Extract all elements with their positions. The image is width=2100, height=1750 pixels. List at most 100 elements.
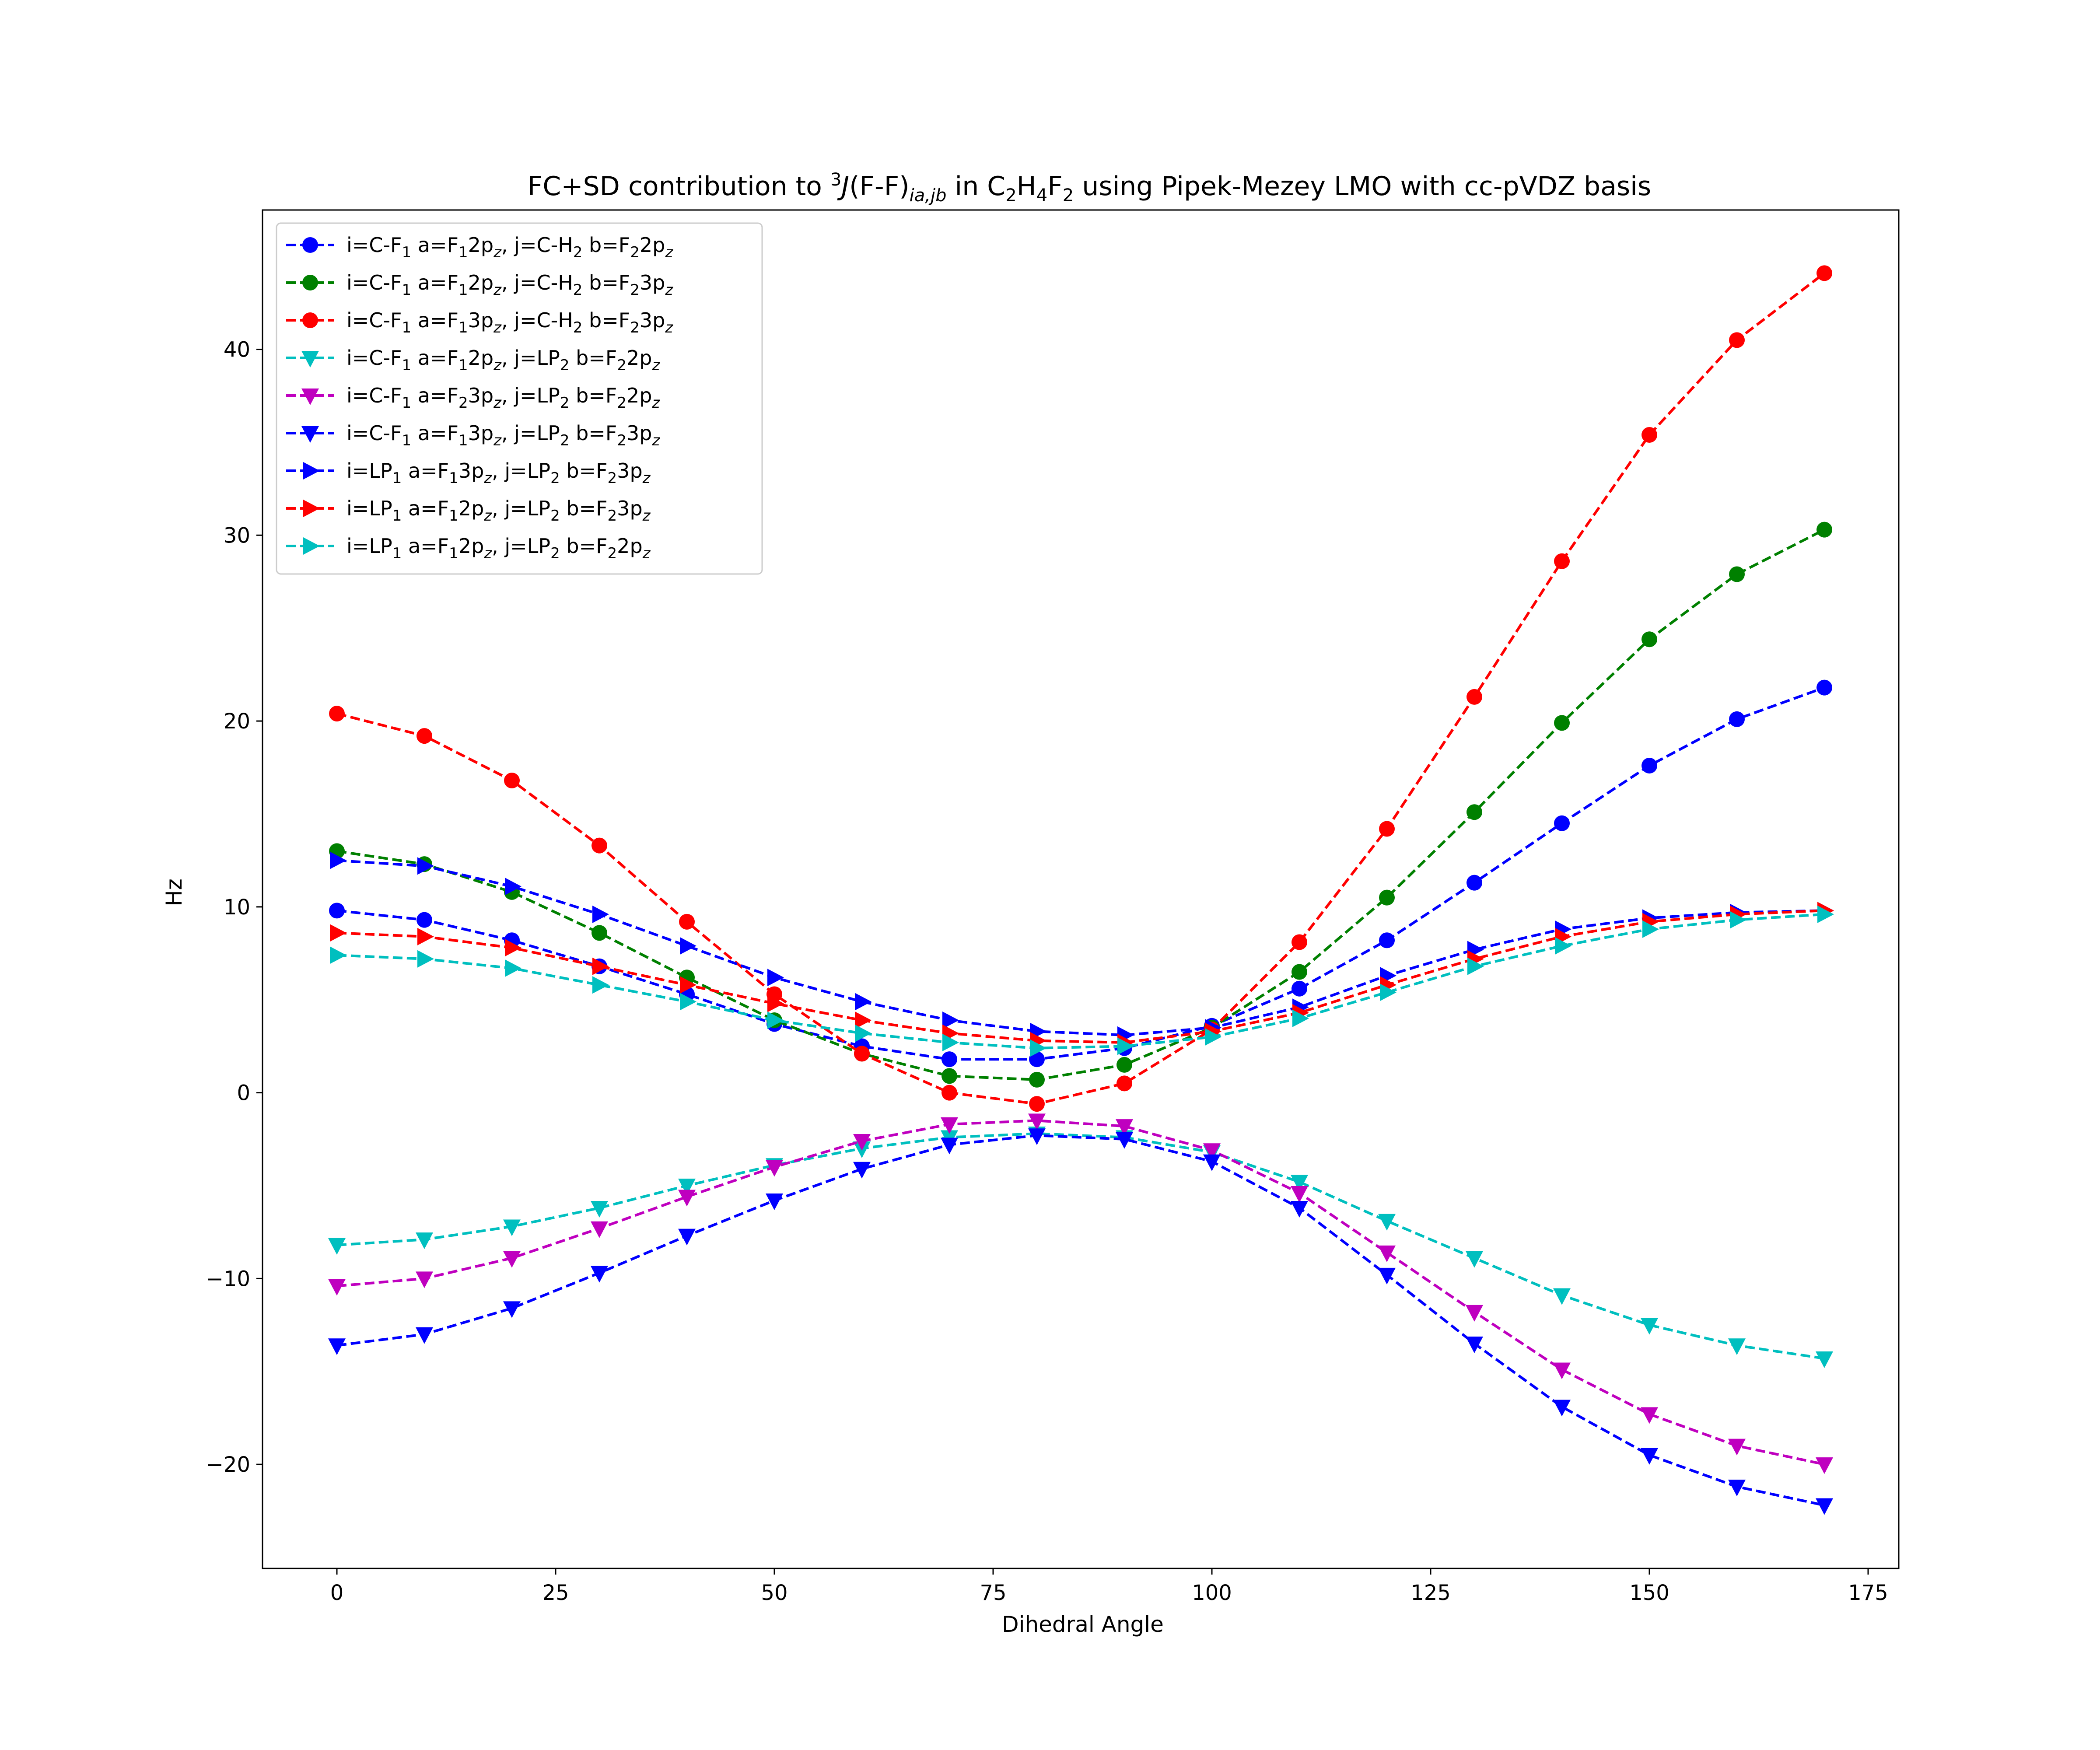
- x-tick-label: 25: [542, 1581, 569, 1605]
- title-pre: FC+SD contribution to: [528, 171, 830, 202]
- series-line: [336, 1132, 1825, 1360]
- data-point: [1641, 1318, 1658, 1335]
- data-point: [1028, 1128, 1046, 1145]
- legend-label: i=C-F1 a=F12pz, j=LP2 b=F22pz: [346, 346, 660, 374]
- data-point: [417, 857, 434, 875]
- data-point: [416, 1271, 433, 1288]
- data-point: [1816, 265, 1832, 281]
- legend-marker: [302, 275, 318, 290]
- legend-marker: [303, 537, 320, 555]
- series-line: [336, 686, 1825, 1061]
- y-tick-label: 40: [224, 338, 250, 362]
- legend-marker: [301, 426, 319, 443]
- legend-label: i=C-F1 a=F23pz, j=LP2 b=F22pz: [346, 384, 660, 412]
- data-point: [504, 773, 520, 789]
- x-tick-label: 0: [330, 1581, 344, 1605]
- data-point: [1116, 1075, 1132, 1092]
- data-point: [1378, 1267, 1396, 1284]
- data-point: [678, 1228, 696, 1246]
- data-point: [1028, 1113, 1046, 1130]
- data-point: [1642, 427, 1657, 443]
- data-point: [416, 728, 432, 744]
- data-point: [1205, 1028, 1222, 1046]
- data-point: [680, 993, 696, 1011]
- data-point: [1554, 715, 1570, 731]
- data-point: [416, 912, 432, 928]
- data-point: [678, 1178, 696, 1195]
- data-point: [1729, 332, 1745, 348]
- legend-box: [276, 222, 763, 575]
- data-point: [1817, 905, 1834, 923]
- legend-label: i=C-F1 a=F13pz, j=C-H2 b=F23pz: [346, 308, 673, 336]
- legend-entry: i=C-F1 a=F12pz, j=LP2 b=F22pz: [286, 346, 660, 374]
- data-point: [330, 946, 346, 964]
- x-tick-label: 75: [980, 1581, 1006, 1605]
- legend-entry: i=C-F1 a=F12pz, j=C-H2 b=F23pz: [286, 271, 673, 299]
- legend-marker: [303, 462, 320, 480]
- data-point: [680, 976, 696, 994]
- data-point: [942, 1033, 959, 1051]
- data-point: [1466, 1251, 1483, 1268]
- data-point: [941, 1117, 958, 1134]
- data-point: [329, 903, 345, 919]
- data-point: [1380, 984, 1396, 1001]
- legend-marker: [302, 237, 318, 253]
- data-point: [1555, 937, 1572, 955]
- legend-label: i=C-F1 a=F13pz, j=LP2 b=F23pz: [346, 421, 660, 449]
- title-f: F: [1047, 171, 1063, 202]
- data-point: [1554, 815, 1570, 831]
- data-point: [1030, 1039, 1046, 1057]
- data-point: [1730, 911, 1746, 929]
- data-point: [853, 1134, 871, 1151]
- data-point: [417, 928, 434, 945]
- y-axis-label: Hz: [161, 878, 187, 906]
- data-point: [1553, 1288, 1571, 1305]
- data-point: [1117, 1037, 1134, 1055]
- title-rest: using Pipek-Mezey LMO with cc-pVDZ basis: [1074, 171, 1651, 202]
- data-point: [1641, 1448, 1658, 1465]
- data-point: [1292, 934, 1307, 950]
- data-point: [329, 706, 345, 722]
- legend-entry: i=C-F1 a=F23pz, j=LP2 b=F22pz: [286, 384, 660, 412]
- y-tick-label: 20: [224, 709, 250, 734]
- legend-entry: i=C-F1 a=F12pz, j=C-H2 b=F22pz: [286, 233, 673, 261]
- data-point: [1291, 1200, 1308, 1218]
- data-point: [417, 950, 434, 968]
- x-tick-label: 150: [1629, 1581, 1670, 1605]
- data-point: [1466, 1337, 1483, 1354]
- data-point: [1379, 932, 1395, 948]
- legend-label: i=C-F1 a=F12pz, j=C-H2 b=F23pz: [346, 271, 673, 299]
- data-point: [1292, 1009, 1309, 1027]
- data-point: [1466, 875, 1482, 891]
- title-in: in C: [946, 171, 1005, 202]
- data-point: [416, 1327, 433, 1344]
- data-point: [592, 837, 607, 854]
- data-point: [679, 914, 695, 930]
- data-point: [1466, 804, 1482, 820]
- data-point: [1816, 1351, 1833, 1368]
- data-point: [767, 994, 784, 1012]
- data-point: [767, 969, 784, 987]
- series-line: [336, 1119, 1825, 1466]
- title-ff: (F-F): [849, 171, 910, 202]
- data-point: [1728, 1438, 1746, 1456]
- series-line: [336, 913, 1825, 1050]
- data-point: [1729, 566, 1745, 582]
- x-tick-label: 175: [1848, 1581, 1888, 1605]
- data-point: [942, 1011, 959, 1029]
- y-tick-label: −20: [206, 1452, 250, 1477]
- data-point: [505, 939, 522, 957]
- data-point: [1816, 1457, 1833, 1474]
- data-point: [1553, 1362, 1571, 1379]
- x-axis-label: Dihedral Angle: [1002, 1612, 1164, 1637]
- data-point: [1554, 553, 1570, 569]
- data-point: [1203, 1154, 1221, 1171]
- series-7: [330, 851, 1834, 1044]
- data-point: [592, 905, 609, 923]
- axes: 0 25 50 75 100 125 150 175 −20 −10 0 10 20 30 40: [206, 209, 1900, 1605]
- series-line: [336, 528, 1825, 1081]
- legend-marker: [302, 312, 318, 328]
- data-point: [1116, 1119, 1133, 1136]
- data-point: [1816, 522, 1832, 538]
- legend-label: i=LP1 a=F12pz, j=LP2 b=F22pz: [346, 534, 651, 562]
